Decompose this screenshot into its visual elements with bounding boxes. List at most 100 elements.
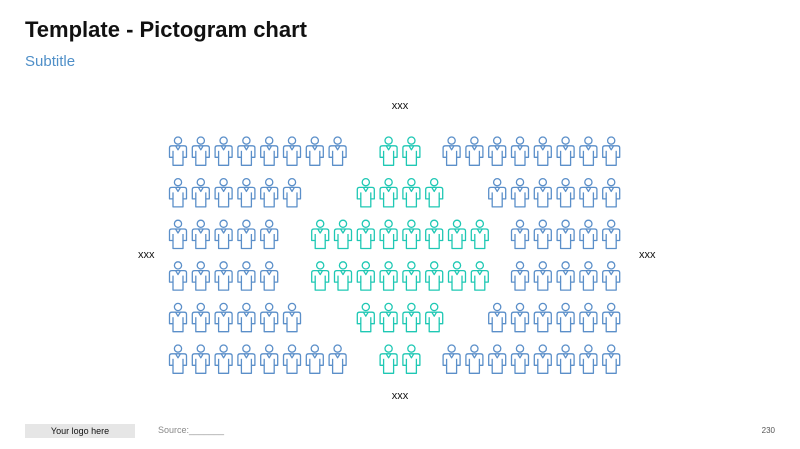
person-icon (237, 344, 256, 374)
person-icon (556, 344, 575, 374)
person-icon (191, 219, 210, 250)
person-icon (328, 136, 347, 166)
person-icon (470, 219, 489, 250)
person-icon (379, 219, 398, 250)
person-icon (533, 261, 552, 291)
person-icon (237, 219, 256, 250)
person-icon (214, 177, 233, 208)
person-icon (168, 177, 188, 208)
person-icon (168, 219, 188, 250)
person-icon (447, 219, 467, 250)
person-icon (237, 177, 256, 208)
person-icon (379, 177, 398, 208)
person-icon (402, 344, 421, 374)
person-icon (442, 136, 461, 166)
person-icon (214, 344, 233, 374)
person-icon (282, 344, 302, 374)
person-icon (556, 261, 575, 291)
person-icon (402, 261, 421, 291)
person-icon (425, 261, 444, 291)
person-icon (333, 219, 353, 250)
person-icon (602, 344, 621, 374)
person-icon (282, 136, 302, 166)
person-icon (488, 302, 507, 333)
person-icon (282, 302, 302, 333)
person-icon (556, 219, 575, 250)
label-right: xxx (639, 249, 656, 261)
person-icon (402, 219, 421, 250)
person-icon (311, 219, 330, 250)
page-title: Template - Pictogram chart (25, 17, 307, 42)
person-icon (556, 177, 575, 208)
person-icon (379, 261, 398, 291)
person-icon (510, 344, 530, 374)
person-icon (168, 261, 188, 291)
label-top: xxx (391, 100, 409, 112)
person-icon (260, 136, 279, 166)
person-icon (470, 261, 489, 291)
person-icon (328, 344, 347, 374)
person-icon (282, 177, 302, 208)
person-icon (311, 261, 330, 291)
person-icon (356, 177, 375, 208)
person-icon (579, 302, 598, 333)
logo-placeholder: Your logo here (25, 424, 135, 438)
person-icon (465, 344, 484, 374)
label-left: xxx (138, 249, 155, 261)
person-icon (402, 177, 421, 208)
person-icon (191, 302, 210, 333)
person-icon (168, 302, 188, 333)
person-icon (168, 136, 188, 166)
person-icon (579, 177, 598, 208)
person-icon (356, 219, 375, 250)
person-icon (579, 136, 598, 166)
person-icon (379, 344, 398, 374)
person-icon (533, 177, 552, 208)
person-icon (579, 261, 598, 291)
person-icon (237, 261, 256, 291)
person-icon (237, 136, 256, 166)
person-icon (214, 261, 233, 291)
person-icon (602, 177, 621, 208)
person-icon (533, 302, 552, 333)
person-icon (510, 302, 530, 333)
person-icon (237, 302, 256, 333)
person-icon (379, 136, 398, 166)
page-number: 230 (761, 426, 775, 435)
person-icon (260, 177, 279, 208)
person-icon (356, 261, 375, 291)
person-icon (510, 177, 530, 208)
person-icon (260, 302, 279, 333)
person-icon (579, 219, 598, 250)
person-icon (260, 261, 279, 291)
person-icon (425, 219, 444, 250)
person-icon (602, 302, 621, 333)
person-icon (602, 136, 621, 166)
person-icon (465, 136, 484, 166)
person-icon (488, 177, 507, 208)
person-icon (214, 136, 233, 166)
person-icon (602, 219, 621, 250)
source-note: Source:_______ (158, 425, 225, 435)
person-icon (510, 261, 530, 291)
person-icon (425, 177, 444, 208)
person-icon (168, 344, 188, 374)
person-icon (510, 136, 530, 166)
person-icon (356, 302, 375, 333)
person-icon (214, 302, 233, 333)
person-icon (191, 344, 210, 374)
person-icon (333, 261, 353, 291)
person-icon (488, 136, 507, 166)
person-icon (556, 136, 575, 166)
person-icon (488, 344, 507, 374)
label-bottom: xxx (391, 390, 409, 402)
person-icon (533, 219, 552, 250)
person-icon (602, 261, 621, 291)
person-icon (533, 136, 552, 166)
person-icon (191, 261, 210, 291)
person-icon (402, 136, 421, 166)
person-icon (191, 177, 210, 208)
person-icon (533, 344, 552, 374)
person-icon (214, 219, 233, 250)
